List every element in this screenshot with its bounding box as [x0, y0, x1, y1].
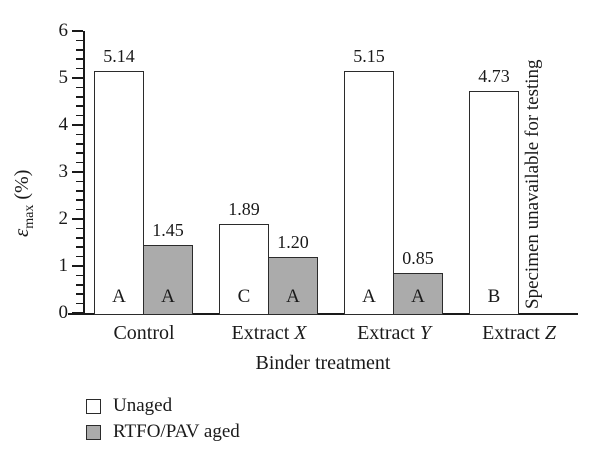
y-major-tick — [72, 124, 83, 126]
y-tick-label: 6 — [58, 20, 69, 41]
legend-label: RTFO/PAV aged — [113, 421, 240, 442]
bar-aged — [393, 273, 443, 315]
y-minor-tick — [76, 143, 83, 145]
y-minor-tick — [76, 180, 83, 183]
x-category-label: Extract X — [231, 322, 307, 344]
category-variable-letter: X — [289, 322, 307, 344]
bar-statistical-letter: A — [411, 286, 425, 307]
bar-unaged — [344, 70, 394, 315]
bar-value-label: 1.45 — [152, 219, 184, 240]
y-tick-label: 0 — [58, 302, 69, 323]
legend: Unaged RTFO/PAV aged — [86, 393, 240, 445]
y-major-tick — [72, 77, 83, 79]
x-category-label: Extract Z — [482, 322, 556, 344]
legend-swatch-icon — [86, 424, 101, 440]
bar-statistical-letter: A — [362, 286, 376, 307]
bar-unaged — [94, 71, 144, 315]
y-minor-tick — [76, 208, 83, 211]
y-minor-tick — [76, 86, 83, 89]
bar-value-label: 1.20 — [277, 231, 309, 252]
y-minor-tick — [76, 246, 83, 248]
y-tick-label: 5 — [58, 67, 69, 88]
y-minor-tick — [76, 227, 83, 230]
y-minor-tick — [76, 199, 83, 201]
y-minor-tick — [76, 49, 83, 51]
bar-aged — [143, 244, 193, 315]
y-major-tick — [72, 312, 83, 314]
y-minor-tick — [76, 133, 83, 136]
bar-value-label: 1.89 — [228, 199, 260, 220]
y-minor-tick — [76, 274, 83, 277]
y-minor-tick — [76, 161, 83, 164]
bar-value-label: 0.85 — [402, 248, 434, 269]
bar-unaged — [219, 224, 269, 315]
bar-statistical-letter: A — [112, 286, 126, 307]
y-minor-tick — [76, 302, 83, 305]
y-minor-tick — [76, 255, 83, 258]
bar-value-label: 5.14 — [103, 46, 135, 67]
y-major-tick — [72, 30, 83, 32]
y-tick-label: 4 — [58, 114, 69, 135]
y-major-tick — [72, 265, 83, 267]
legend-item: Unaged — [86, 393, 240, 419]
y-minor-tick — [76, 114, 83, 117]
y-minor-tick — [76, 96, 83, 98]
bar-value-label: 5.15 — [353, 45, 385, 66]
x-axis-title: Binder treatment — [255, 352, 391, 374]
bar-statistical-letter: B — [487, 286, 501, 307]
y-minor-tick — [76, 39, 83, 42]
bar-unaged — [469, 90, 519, 315]
y-major-tick — [72, 218, 83, 220]
y-minor-tick — [76, 190, 83, 192]
category-variable-letter: Z — [539, 322, 556, 344]
y-minor-tick — [76, 284, 83, 286]
x-category-label: Control — [113, 322, 175, 344]
bar-statistical-letter: A — [286, 286, 300, 307]
bar-statistical-letter: A — [161, 286, 175, 307]
legend-label: Unaged — [113, 395, 173, 416]
bar-aged — [268, 256, 318, 315]
y-tick-label: 3 — [58, 161, 69, 182]
bar-value-label: 4.73 — [478, 65, 510, 86]
y-minor-tick — [76, 67, 83, 70]
annotation-specimen-unavailable: Specimen unavailable for testing — [522, 59, 543, 309]
y-tick-label: 1 — [58, 255, 69, 276]
bar-statistical-letter: C — [237, 286, 251, 307]
y-minor-tick — [76, 152, 83, 154]
y-minor-tick — [76, 105, 83, 107]
y-axis-line — [83, 31, 85, 315]
y-minor-tick — [76, 237, 83, 239]
y-minor-tick — [76, 58, 83, 60]
y-tick-label: 2 — [58, 208, 69, 229]
x-axis-line — [68, 313, 578, 315]
y-major-tick — [72, 171, 83, 173]
category-variable-letter: Y — [414, 322, 431, 344]
legend-swatch-icon — [86, 398, 101, 414]
legend-item: RTFO/PAV aged — [86, 419, 240, 445]
y-minor-tick — [76, 293, 83, 295]
x-category-label: Extract Y — [357, 322, 431, 344]
